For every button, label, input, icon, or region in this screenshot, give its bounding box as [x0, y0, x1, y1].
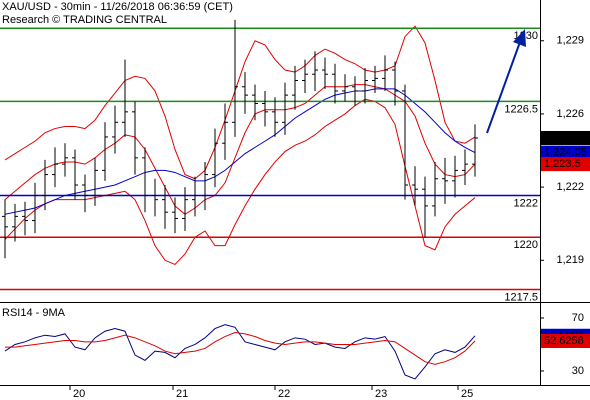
last-value-label: 1,224.05	[544, 147, 587, 159]
last-value-box	[541, 157, 590, 172]
level-label: 1222	[514, 197, 538, 209]
last-value-box	[541, 130, 590, 145]
last-value-label: 52.6258	[544, 335, 584, 347]
x-tick-label: 20	[73, 388, 85, 400]
overlay-line	[4, 25, 476, 180]
level-label: 1220	[514, 239, 538, 251]
overlay-line	[4, 88, 476, 215]
y-tick-label: 1,229	[556, 35, 584, 47]
y-tick-label: 30	[572, 365, 584, 377]
last-value-box	[541, 145, 590, 160]
level-label: 1217.5	[504, 291, 538, 303]
x-tick-label: 25	[461, 388, 473, 400]
y-tick-label: 70	[572, 312, 584, 324]
forecast-arrowhead	[513, 29, 526, 47]
y-tick-label: 1,222	[556, 181, 584, 193]
forecast-arrow	[486, 41, 521, 134]
x-tick-label: 21	[176, 388, 188, 400]
y-tick-label: 1,226	[556, 108, 584, 120]
chart-title: XAU/USD - 30min - 11/26/2018 06:36:59 (C…	[2, 1, 233, 13]
x-tick-label: 23	[375, 388, 387, 400]
last-value-box	[541, 333, 590, 348]
level-label: 1226.5	[504, 103, 538, 115]
indicator-title: RSI14 - 9MA	[2, 307, 66, 319]
overlay-line	[4, 84, 476, 215]
indicator-line	[5, 332, 476, 365]
y-tick-label: 1,219	[556, 254, 584, 266]
x-tick-label: 22	[278, 388, 290, 400]
last-value-label: 1,223.5	[544, 158, 581, 170]
overlay-line	[4, 98, 476, 266]
last-value-label: 1,224.75	[544, 132, 587, 144]
indicator-line	[4, 324, 476, 380]
chart-subtitle: Research © TRADING CENTRAL	[2, 14, 167, 26]
